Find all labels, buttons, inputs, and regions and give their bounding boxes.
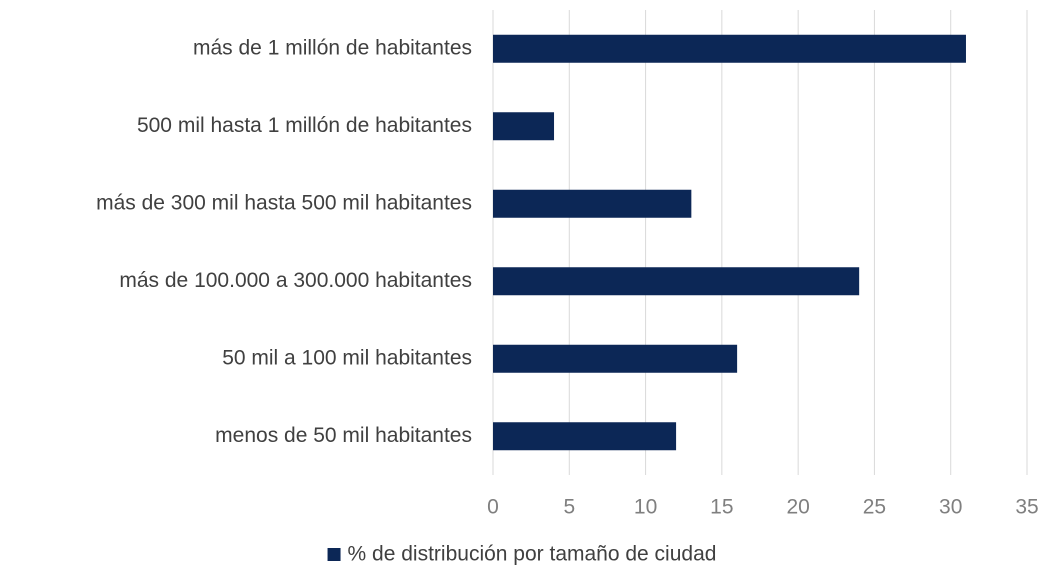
x-tick-label: 10 [634,496,657,519]
y-tick-label: 50 mil a 100 mil habitantes [222,346,472,369]
legend-swatch [327,548,341,561]
y-tick-label: más de 1 millón de habitantes [193,36,472,59]
bar [493,422,677,451]
x-tick-label: 5 [563,496,575,519]
x-tick-label: 25 [863,496,886,519]
y-tick-label: más de 100.000 a 300.000 habitantes [119,269,472,292]
legend-label: % de distribución por tamaño de ciudad [348,543,717,566]
bar [493,189,692,218]
x-tick-label: 0 [487,496,499,519]
bar [493,344,738,373]
bar [493,112,555,141]
y-tick-label: más de 300 mil hasta 500 mil habitantes [96,191,472,214]
x-tick-label: 20 [786,496,809,519]
x-tick-label: 15 [710,496,733,519]
x-tick-label: 35 [1015,496,1038,519]
y-tick-label: menos de 50 mil habitantes [215,424,472,447]
bar [493,34,966,63]
y-tick-label: 500 mil hasta 1 millón de habitantes [137,114,472,137]
x-tick-label: 30 [939,496,962,519]
bar [493,267,860,296]
